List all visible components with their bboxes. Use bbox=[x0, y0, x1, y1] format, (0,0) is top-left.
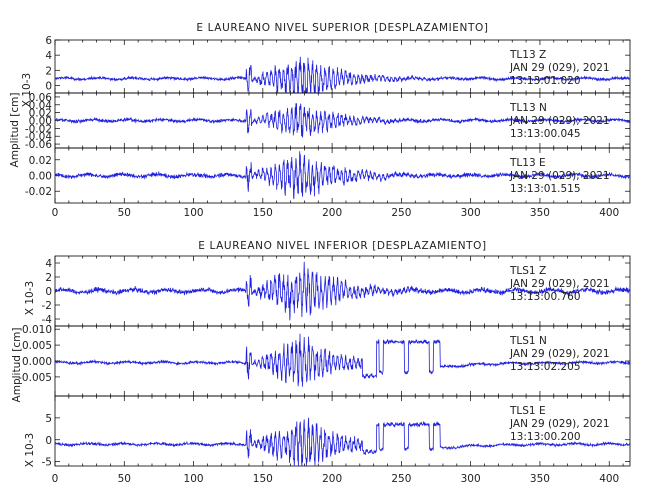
trace-line bbox=[54, 417, 631, 467]
panel-frame bbox=[54, 395, 631, 467]
trace-line bbox=[54, 151, 631, 200]
y-tick-label: -0.005 bbox=[18, 372, 52, 384]
y-tick-label: 0.02 bbox=[29, 155, 52, 167]
y-tick-label: -0.06 bbox=[25, 139, 52, 151]
station-label: TLS1 E bbox=[509, 405, 546, 417]
station-label: TL13 N bbox=[509, 102, 547, 114]
y-tick-label: 6 bbox=[45, 35, 52, 47]
y-tick-label: -0.04 bbox=[25, 131, 52, 143]
y-tick-label: 2 bbox=[45, 65, 52, 77]
x-tick-label: 300 bbox=[461, 207, 481, 219]
y-tick-label: 0.010 bbox=[22, 324, 52, 336]
y-tick-label: 0.00 bbox=[29, 171, 52, 183]
y-axis-label: X 10-3 bbox=[21, 73, 33, 107]
y-tick-label: -5 bbox=[42, 457, 52, 469]
y-axis-label: Amplitud [cm] bbox=[11, 328, 23, 403]
x-tick-label: 400 bbox=[599, 473, 619, 485]
trace-line bbox=[54, 333, 631, 387]
y-tick-label: 0 bbox=[45, 286, 52, 298]
x-tick-label: 100 bbox=[184, 473, 204, 485]
x-tick-label: 150 bbox=[253, 473, 273, 485]
y-tick-label: 0.000 bbox=[22, 356, 52, 368]
time-label: 13:13:00.045 bbox=[510, 128, 581, 140]
x-tick-label: 300 bbox=[461, 473, 481, 485]
x-tick-label: 200 bbox=[322, 473, 342, 485]
date-label: JAN 29 (029), 2021 bbox=[509, 348, 610, 360]
x-tick-label: 0 bbox=[52, 473, 59, 485]
x-tick-label: 200 bbox=[322, 207, 342, 219]
station-label: TLS1 N bbox=[509, 335, 547, 347]
y-tick-label: 4 bbox=[45, 50, 52, 62]
y-tick-label: -0.02 bbox=[25, 186, 52, 198]
y-tick-label: -0.02 bbox=[25, 123, 52, 135]
y-tick-label: 4 bbox=[45, 258, 52, 270]
x-tick-label: 100 bbox=[184, 207, 204, 219]
y-axis-label: X 10-3 bbox=[24, 433, 36, 467]
date-label: JAN 29 (029), 2021 bbox=[509, 418, 610, 430]
y-axis-label: X 10-3 bbox=[24, 281, 36, 315]
time-label: 13:13:01.020 bbox=[510, 75, 581, 87]
y-tick-label: -2 bbox=[42, 300, 52, 312]
y-axis-label: Amplitud [cm] bbox=[9, 93, 21, 168]
x-tick-label: 150 bbox=[253, 207, 273, 219]
date-label: JAN 29 (029), 2021 bbox=[509, 278, 610, 290]
y-tick-label: -4 bbox=[42, 314, 53, 326]
chart-title: E LAUREANO NIVEL SUPERIOR [DESPLAZAMIENT… bbox=[196, 22, 488, 34]
y-tick-label: 5 bbox=[45, 413, 52, 425]
x-tick-label: 50 bbox=[118, 473, 131, 485]
station-label: TLS1 Z bbox=[509, 265, 546, 277]
time-label: 13:13:00.200 bbox=[510, 431, 581, 443]
trace-line bbox=[54, 103, 631, 138]
y-tick-label: 0.04 bbox=[29, 100, 53, 112]
trace-line bbox=[54, 56, 631, 94]
time-label: 13:13:00.760 bbox=[510, 291, 581, 303]
date-label: JAN 29 (029), 2021 bbox=[509, 62, 610, 74]
time-label: 13:13:02.205 bbox=[510, 361, 581, 373]
y-tick-label: 2 bbox=[45, 272, 52, 284]
date-label: JAN 29 (029), 2021 bbox=[509, 115, 610, 127]
time-label: 13:13:01.515 bbox=[510, 183, 581, 195]
y-tick-label: 0.005 bbox=[22, 340, 52, 352]
x-tick-label: 50 bbox=[118, 207, 131, 219]
x-tick-label: 0 bbox=[52, 207, 59, 219]
x-tick-label: 400 bbox=[599, 207, 619, 219]
y-tick-label: 0 bbox=[45, 435, 52, 447]
y-tick-label: 0.00 bbox=[29, 116, 52, 128]
chart-title: E LAUREANO NIVEL INFERIOR [DESPLAZAMIENT… bbox=[198, 240, 486, 252]
date-label: JAN 29 (029), 2021 bbox=[509, 170, 610, 182]
y-tick-label: 0.02 bbox=[29, 108, 52, 120]
x-tick-label: 250 bbox=[391, 207, 411, 219]
x-tick-label: 350 bbox=[530, 473, 550, 485]
y-tick-label: 0.06 bbox=[29, 92, 53, 104]
station-label: TL13 Z bbox=[509, 49, 546, 61]
x-tick-label: 250 bbox=[391, 473, 411, 485]
station-label: TL13 E bbox=[509, 157, 546, 169]
y-tick-label: 0 bbox=[45, 80, 52, 92]
x-tick-label: 350 bbox=[530, 207, 550, 219]
trace-line bbox=[54, 261, 631, 321]
